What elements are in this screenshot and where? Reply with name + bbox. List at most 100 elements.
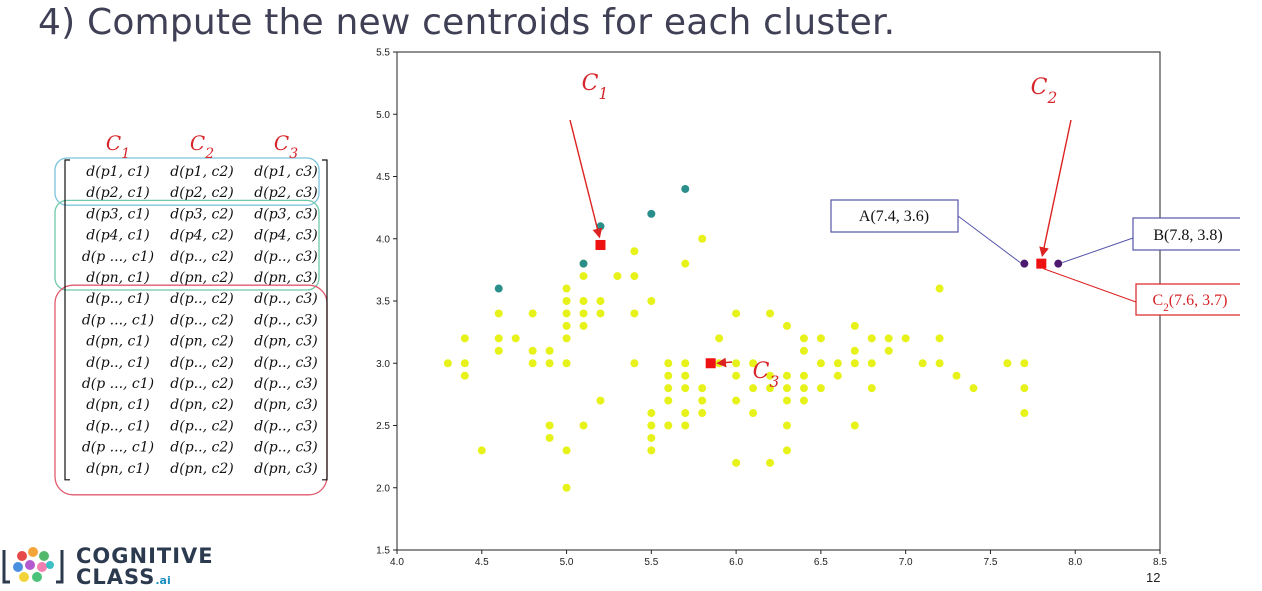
y-tick-label: 2.5	[376, 421, 390, 432]
data-point	[935, 334, 944, 343]
data-point	[477, 446, 486, 455]
matrix-cell: d(pn, c3)	[254, 270, 318, 286]
x-tick-label: 5.5	[644, 557, 658, 568]
matrix-cell: d(pn, c3)	[254, 461, 318, 477]
data-point	[816, 334, 825, 343]
distance-matrix: C1 C2 C3 d(p1, c1) d(p1, c2) d(p1, c3) d(p2, …	[54, 131, 328, 496]
matrix-cell: d(p2, c2)	[170, 185, 233, 201]
data-point	[579, 321, 588, 330]
logo-line1: COGNITIVE	[76, 544, 214, 568]
data-point	[562, 359, 571, 368]
data-point	[681, 259, 690, 268]
matrix-cell: d(pn, c1)	[86, 461, 150, 477]
data-point	[732, 458, 741, 467]
data-point	[833, 371, 842, 380]
data-point	[799, 396, 808, 405]
data-point	[664, 371, 673, 380]
matrix-cell: d(pn, c2)	[170, 461, 234, 477]
x-tick-label: 7.0	[899, 557, 913, 568]
matrix-header-c2: C2	[190, 131, 214, 162]
matrix-cell: d(p.., c2)	[170, 440, 233, 456]
matrix-cell: d(p ..., c1)	[82, 440, 154, 456]
data-point	[630, 359, 639, 368]
matrix-cell: d(p.., c2)	[170, 249, 233, 265]
y-tick-label: 5.0	[376, 110, 390, 121]
matrix-cell: d(p.., c2)	[170, 291, 233, 307]
data-point	[579, 297, 588, 305]
x-tick-label: 6.0	[729, 557, 743, 568]
data-point	[816, 384, 825, 393]
data-point	[850, 359, 859, 368]
data-point	[647, 421, 656, 430]
data-point	[1054, 259, 1063, 268]
y-tick-label: 2.0	[376, 483, 390, 494]
data-point	[528, 346, 537, 355]
data-point	[511, 334, 520, 343]
data-point	[494, 284, 503, 293]
plot-frame	[396, 51, 1161, 551]
data-point	[935, 359, 944, 368]
matrix-cell: d(p.., c3)	[254, 312, 317, 328]
data-point	[681, 384, 690, 393]
data-point	[664, 359, 673, 368]
data-point	[867, 359, 876, 368]
data-point	[681, 359, 690, 368]
data-point	[494, 334, 503, 343]
matrix-cell: d(p ..., c1)	[82, 249, 154, 265]
y-tick-label: 4.0	[376, 234, 390, 245]
x-tick-label: 8.0	[1068, 557, 1082, 568]
brain-icon	[2, 547, 64, 584]
matrix-cell: d(p.., c3)	[254, 440, 317, 456]
data-point	[1020, 259, 1029, 268]
data-point	[664, 384, 673, 393]
data-point	[562, 297, 571, 305]
data-point	[782, 384, 791, 393]
data-point	[1020, 409, 1029, 418]
data-point	[579, 309, 588, 318]
data-point	[816, 359, 825, 368]
matrix-cell: d(p.., c3)	[254, 291, 317, 307]
data-point	[681, 371, 690, 380]
matrix-cell: d(p.., c2)	[170, 376, 233, 392]
matrix-cell: d(p1, c2)	[170, 164, 233, 180]
matrix-cell: d(p.., c2)	[170, 312, 233, 328]
data-point	[460, 371, 469, 380]
y-tick-label: 5.5	[376, 48, 390, 59]
callout-point-b	[1132, 217, 1240, 251]
matrix-cell: d(p.., c3)	[254, 355, 317, 371]
data-point	[799, 371, 808, 380]
data-point	[732, 396, 741, 405]
scatter-chart: 4.0 4.5 5.0 5.5 6.0 6.5 7.0 7.5 8.0 8.5 1.5 2.0 2.5 3…	[376, 48, 1240, 568]
matrix-cell: d(p ..., c1)	[82, 376, 154, 392]
matrix-cell: d(p.., c2)	[170, 355, 233, 371]
data-point	[766, 309, 775, 318]
matrix-cell: d(p4, c1)	[86, 228, 149, 244]
slide-title: 4) Compute the new centroids for each cl…	[38, 2, 896, 43]
data-point	[884, 334, 893, 343]
matrix-cell: d(pn, c2)	[170, 334, 234, 350]
y-tick-label: 3.5	[376, 297, 390, 308]
data-point	[766, 458, 775, 467]
matrix-cell: d(p.., c1)	[86, 291, 149, 307]
data-point	[562, 309, 571, 318]
data-point	[681, 421, 690, 430]
data-point	[867, 384, 876, 393]
data-point	[799, 334, 808, 343]
centroid-c3	[705, 358, 716, 369]
arrow-c3	[716, 357, 733, 368]
label-c1: C1	[582, 71, 609, 103]
data-point	[698, 384, 707, 393]
data-point	[613, 272, 622, 281]
data-point	[698, 396, 707, 405]
label-c3: C3	[753, 359, 780, 391]
data-point	[630, 309, 639, 318]
matrix-cell: d(p.., c3)	[254, 376, 317, 392]
data-point	[460, 334, 469, 343]
label-c2: C2	[1031, 75, 1058, 107]
x-tick-label: 8.5	[1153, 557, 1167, 568]
data-point	[901, 334, 910, 343]
data-point	[647, 209, 656, 218]
arrow-c2	[1039, 119, 1072, 258]
callout-point-b-text: B(7.8, 3.8)	[1153, 227, 1222, 244]
